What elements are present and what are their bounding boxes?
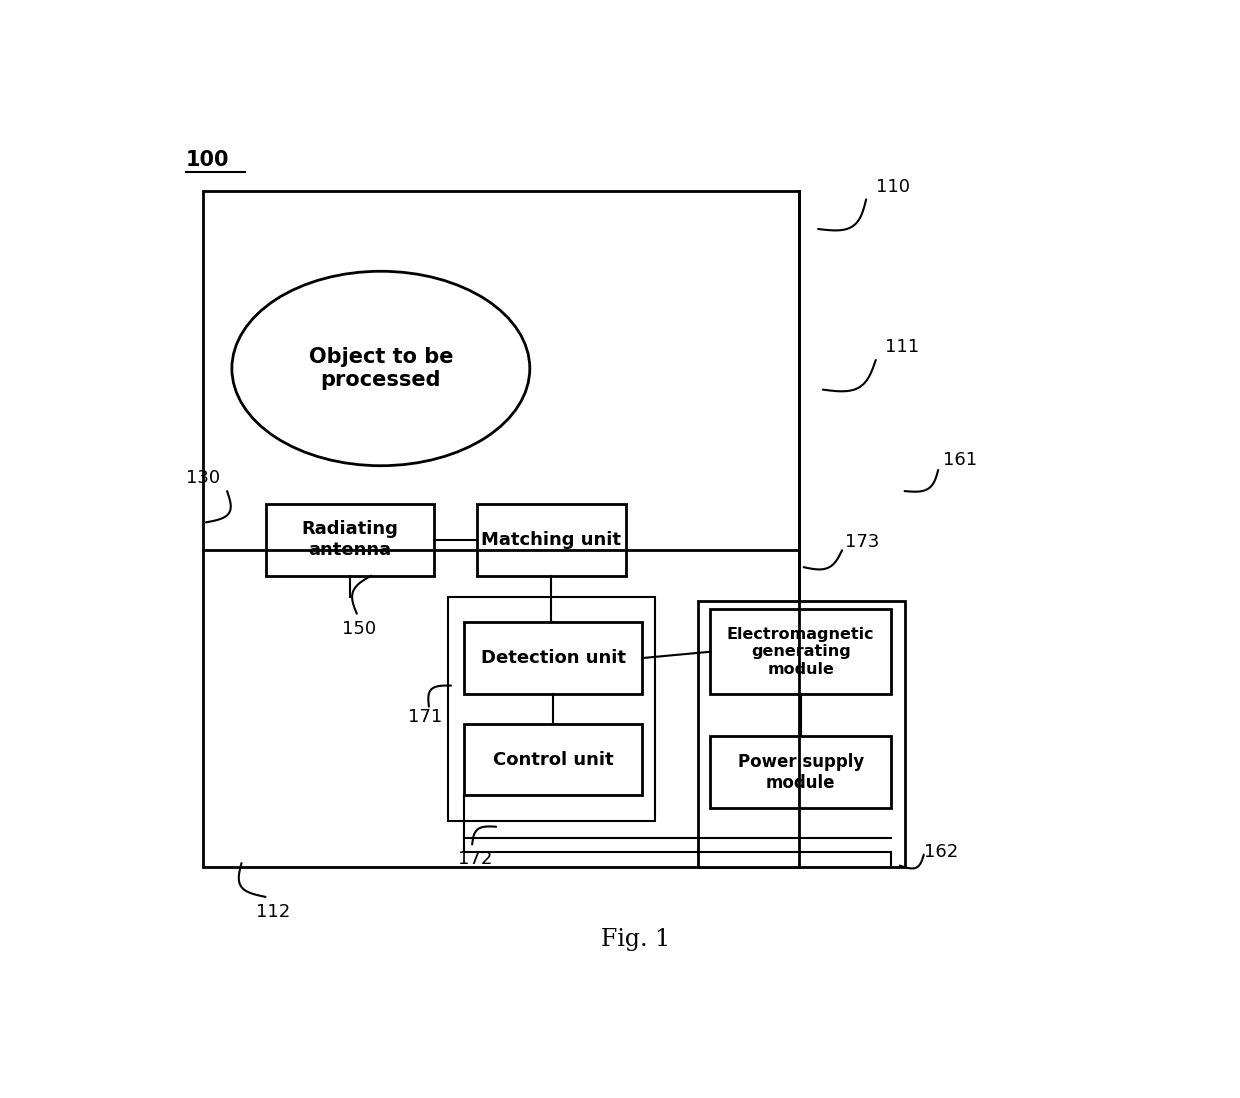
- Ellipse shape: [232, 271, 529, 466]
- Text: 171: 171: [408, 708, 441, 726]
- Text: 111: 111: [885, 338, 920, 357]
- Bar: [465, 623, 642, 694]
- Bar: [465, 724, 642, 795]
- Text: 161: 161: [942, 451, 977, 469]
- Bar: [203, 191, 799, 867]
- Text: 173: 173: [844, 533, 879, 551]
- Bar: [711, 737, 892, 808]
- Bar: [265, 504, 434, 575]
- Text: Power supply
module: Power supply module: [738, 753, 864, 792]
- Text: 100: 100: [186, 149, 229, 170]
- Text: 162: 162: [924, 843, 959, 861]
- Text: 150: 150: [342, 620, 377, 638]
- Bar: [698, 601, 904, 867]
- Text: Matching unit: Matching unit: [481, 530, 621, 549]
- Text: 110: 110: [875, 178, 910, 195]
- Text: 130: 130: [186, 470, 219, 488]
- Text: 112: 112: [255, 904, 290, 921]
- Bar: [477, 504, 626, 575]
- Text: Radiating
antenna: Radiating antenna: [301, 520, 398, 559]
- Bar: [711, 609, 892, 694]
- Text: Object to be
processed: Object to be processed: [309, 347, 453, 390]
- Text: Control unit: Control unit: [494, 751, 614, 769]
- Text: Fig. 1: Fig. 1: [601, 928, 670, 951]
- Text: 172: 172: [458, 850, 492, 867]
- Bar: [448, 597, 655, 821]
- Text: Electromagnetic
generating
module: Electromagnetic generating module: [727, 627, 874, 676]
- Text: Detection unit: Detection unit: [481, 649, 626, 668]
